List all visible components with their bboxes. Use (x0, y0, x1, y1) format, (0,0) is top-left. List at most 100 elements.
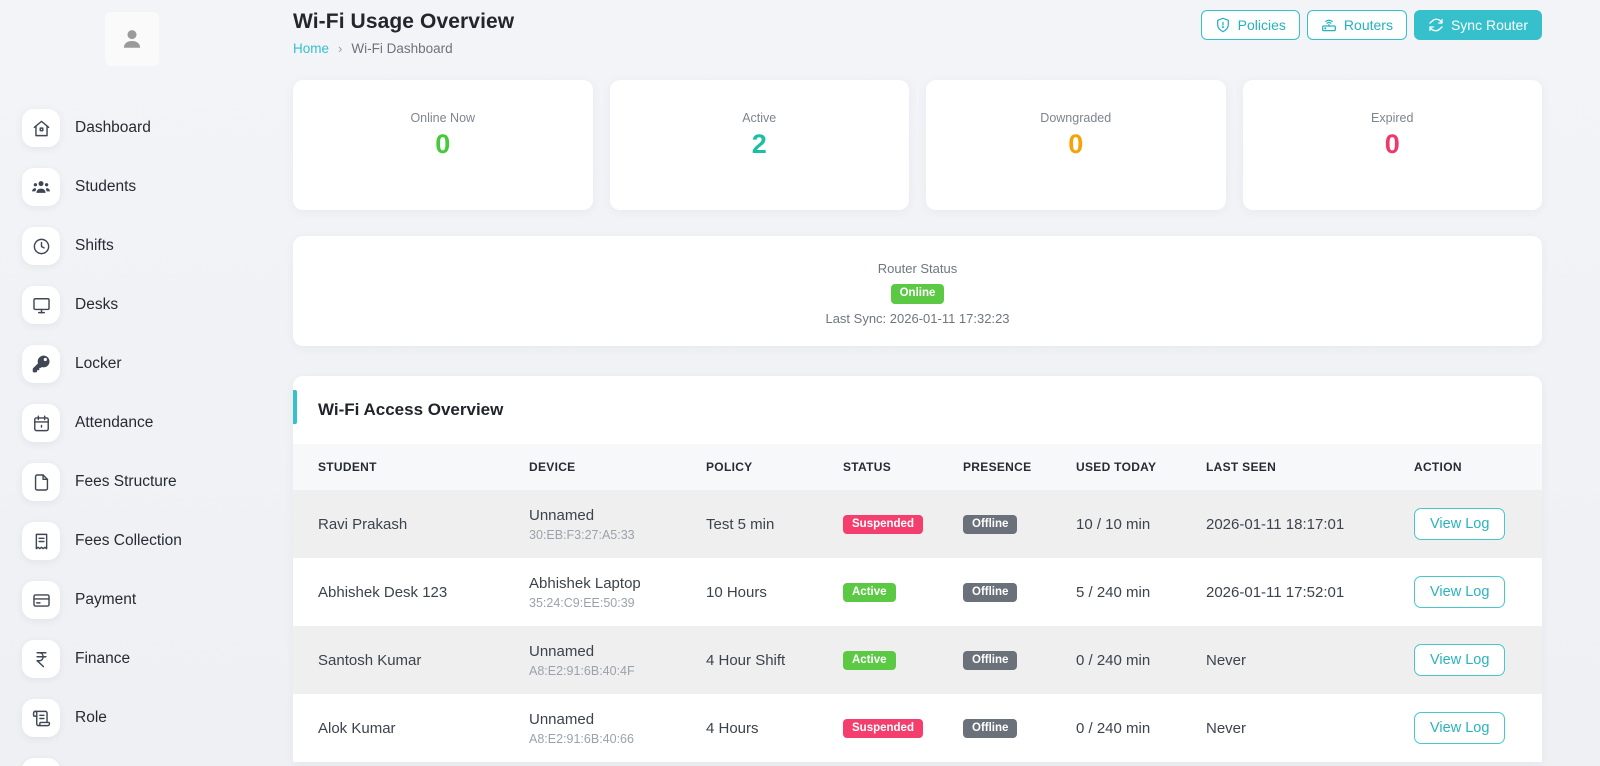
device-name: Abhishek Laptop (529, 574, 641, 592)
stat-label: Expired (1371, 111, 1414, 125)
policies-button[interactable]: Policies (1200, 10, 1300, 40)
sidebar-item-partial[interactable] (22, 758, 293, 766)
clock-icon (22, 227, 60, 265)
stat-value: 0 (435, 129, 451, 159)
sidebar-item-desks[interactable]: Desks (22, 286, 293, 324)
stat-value: 0 (1384, 129, 1400, 159)
wifi-access-table: STUDENT DEVICE POLICY STATUS PRESENCE USED TO… (293, 444, 1542, 762)
device-mac: A8:E2:91:6B:40:66 (529, 731, 634, 746)
status-cell: Suspended (833, 490, 953, 558)
sidebar-item-label: Shifts (75, 237, 114, 254)
sidebar-item-attendance[interactable]: Attendance (22, 404, 293, 442)
sidebar-item-payment[interactable]: Payment (22, 581, 293, 619)
sidebar-item-label: Fees Structure (75, 473, 177, 490)
view-log-button[interactable]: View Log (1414, 576, 1506, 608)
sidebar-item-fees-collection[interactable]: Fees Collection (22, 522, 293, 560)
home-icon (22, 109, 60, 147)
wifi-access-title: Wi-Fi Access Overview (318, 400, 504, 419)
sidebar-item-role[interactable]: Role (22, 699, 293, 737)
sidebar-item-label: Payment (75, 591, 137, 608)
status-badge: Suspended (843, 514, 923, 535)
student-cell: Abhishek Desk 123 (318, 583, 448, 601)
stat-value: 2 (751, 129, 767, 159)
device-name: Unnamed (529, 710, 595, 728)
key-icon (22, 345, 60, 383)
sidebar-item-label: Role (75, 709, 107, 726)
sidebar-item-locker[interactable]: Locker (22, 345, 293, 383)
device-cell: Unnamed 30:EB:F3:27:A5:33 (519, 490, 696, 558)
student-cell: Santosh Kumar (318, 651, 422, 669)
presence-cell: Offline (953, 626, 1066, 694)
last-seen-cell: Never (1206, 651, 1247, 669)
student-cell: Ravi Prakash (318, 515, 408, 533)
status-badge: Active (843, 650, 896, 671)
hidden-icon (22, 758, 60, 766)
stat-label: Active (742, 111, 777, 125)
table-row: Ravi Prakash Unnamed 30:EB:F3:27:A5:33 Test… (293, 490, 1542, 558)
column-header-status: STATUS (833, 444, 953, 490)
view-log-button[interactable]: View Log (1414, 712, 1506, 744)
device-mac: 30:EB:F3:27:A5:33 (529, 527, 635, 542)
sidebar-item-fees-structure[interactable]: Fees Structure (22, 463, 293, 501)
device-cell: Unnamed A8:E2:91:6B:40:4F (519, 626, 696, 694)
router-icon (1321, 17, 1337, 33)
view-log-button[interactable]: View Log (1414, 508, 1506, 540)
sync-router-button[interactable]: Sync Router (1413, 10, 1542, 40)
calendar-icon (22, 404, 60, 442)
avatar[interactable] (105, 12, 159, 66)
sidebar-item-label: Fees Collection (75, 532, 182, 549)
device-mac: 35:24:C9:EE:50:39 (529, 595, 635, 610)
presence-badge: Offline (963, 650, 1018, 671)
sidebar-item-label: Finance (75, 650, 131, 667)
status-cell: Active (833, 626, 953, 694)
stat-card-expired: Expired 0 (1242, 80, 1542, 210)
last-seen-cell: Never (1206, 719, 1247, 737)
sidebar-item-shifts[interactable]: Shifts (22, 227, 293, 265)
person-icon (117, 24, 147, 54)
breadcrumb-home[interactable]: Home (293, 41, 330, 56)
presence-badge: Offline (963, 582, 1018, 603)
router-status-label: Router Status (877, 261, 958, 276)
policy-cell: 10 Hours (706, 583, 767, 601)
column-header-action: ACTION (1404, 444, 1542, 490)
credit-card-icon (22, 581, 60, 619)
view-log-button[interactable]: View Log (1414, 644, 1506, 676)
routers-button-label: Routers (1343, 17, 1393, 33)
status-badge: Active (843, 582, 896, 603)
device-cell: Abhishek Laptop 35:24:C9:EE:50:39 (519, 558, 696, 626)
sidebar-item-students[interactable]: Students (22, 168, 293, 206)
presence-badge: Offline (963, 514, 1018, 535)
used-today-cell: 10 / 10 min (1076, 515, 1151, 533)
action-cell: View Log (1404, 626, 1542, 694)
policy-cell: 4 Hour Shift (706, 651, 786, 669)
table-header-row: STUDENT DEVICE POLICY STATUS PRESENCE USED TO… (293, 444, 1542, 490)
sidebar-item-label: Desks (75, 296, 119, 313)
stat-label: Downgraded (1040, 111, 1112, 125)
router-last-sync: Last Sync: 2026-01-11 17:32:23 (825, 310, 1010, 326)
column-header-presence: PRESENCE (953, 444, 1066, 490)
wifi-access-title-wrap: Wi-Fi Access Overview (293, 376, 1542, 444)
file-icon (22, 463, 60, 501)
router-status-card: Router Status Online Last Sync: 2026-01-… (293, 236, 1542, 346)
page-header-left: Wi-Fi Usage Overview Home › Wi-Fi Dashbo… (293, 10, 514, 56)
device-name: Unnamed (529, 642, 595, 660)
sidebar-item-label: Locker (75, 355, 122, 372)
sidebar-item-finance[interactable]: Finance (22, 640, 293, 678)
column-header-used-today: USED TODAY (1066, 444, 1196, 490)
device-mac: A8:E2:91:6B:40:4F (529, 663, 635, 678)
routers-button[interactable]: Routers (1306, 10, 1407, 40)
breadcrumb-separator-icon: › (338, 41, 343, 56)
sidebar-nav: Dashboard Students Shifts Desks Locker Attend… (22, 109, 293, 766)
scroll-icon (22, 699, 60, 737)
last-seen-cell: 2026-01-11 17:52:01 (1206, 583, 1345, 601)
sidebar-item-label: Dashboard (75, 119, 151, 136)
presence-cell: Offline (953, 694, 1066, 762)
sidebar-item-dashboard[interactable]: Dashboard (22, 109, 293, 147)
used-today-cell: 0 / 240 min (1076, 719, 1151, 737)
used-today-cell: 5 / 240 min (1076, 583, 1151, 601)
status-cell: Suspended (833, 694, 953, 762)
device-cell: Unnamed A8:E2:91:6B:40:66 (519, 694, 696, 762)
shield-icon (1215, 17, 1231, 33)
wifi-access-card: Wi-Fi Access Overview STUDENT DEVICE POLIC… (293, 376, 1542, 762)
